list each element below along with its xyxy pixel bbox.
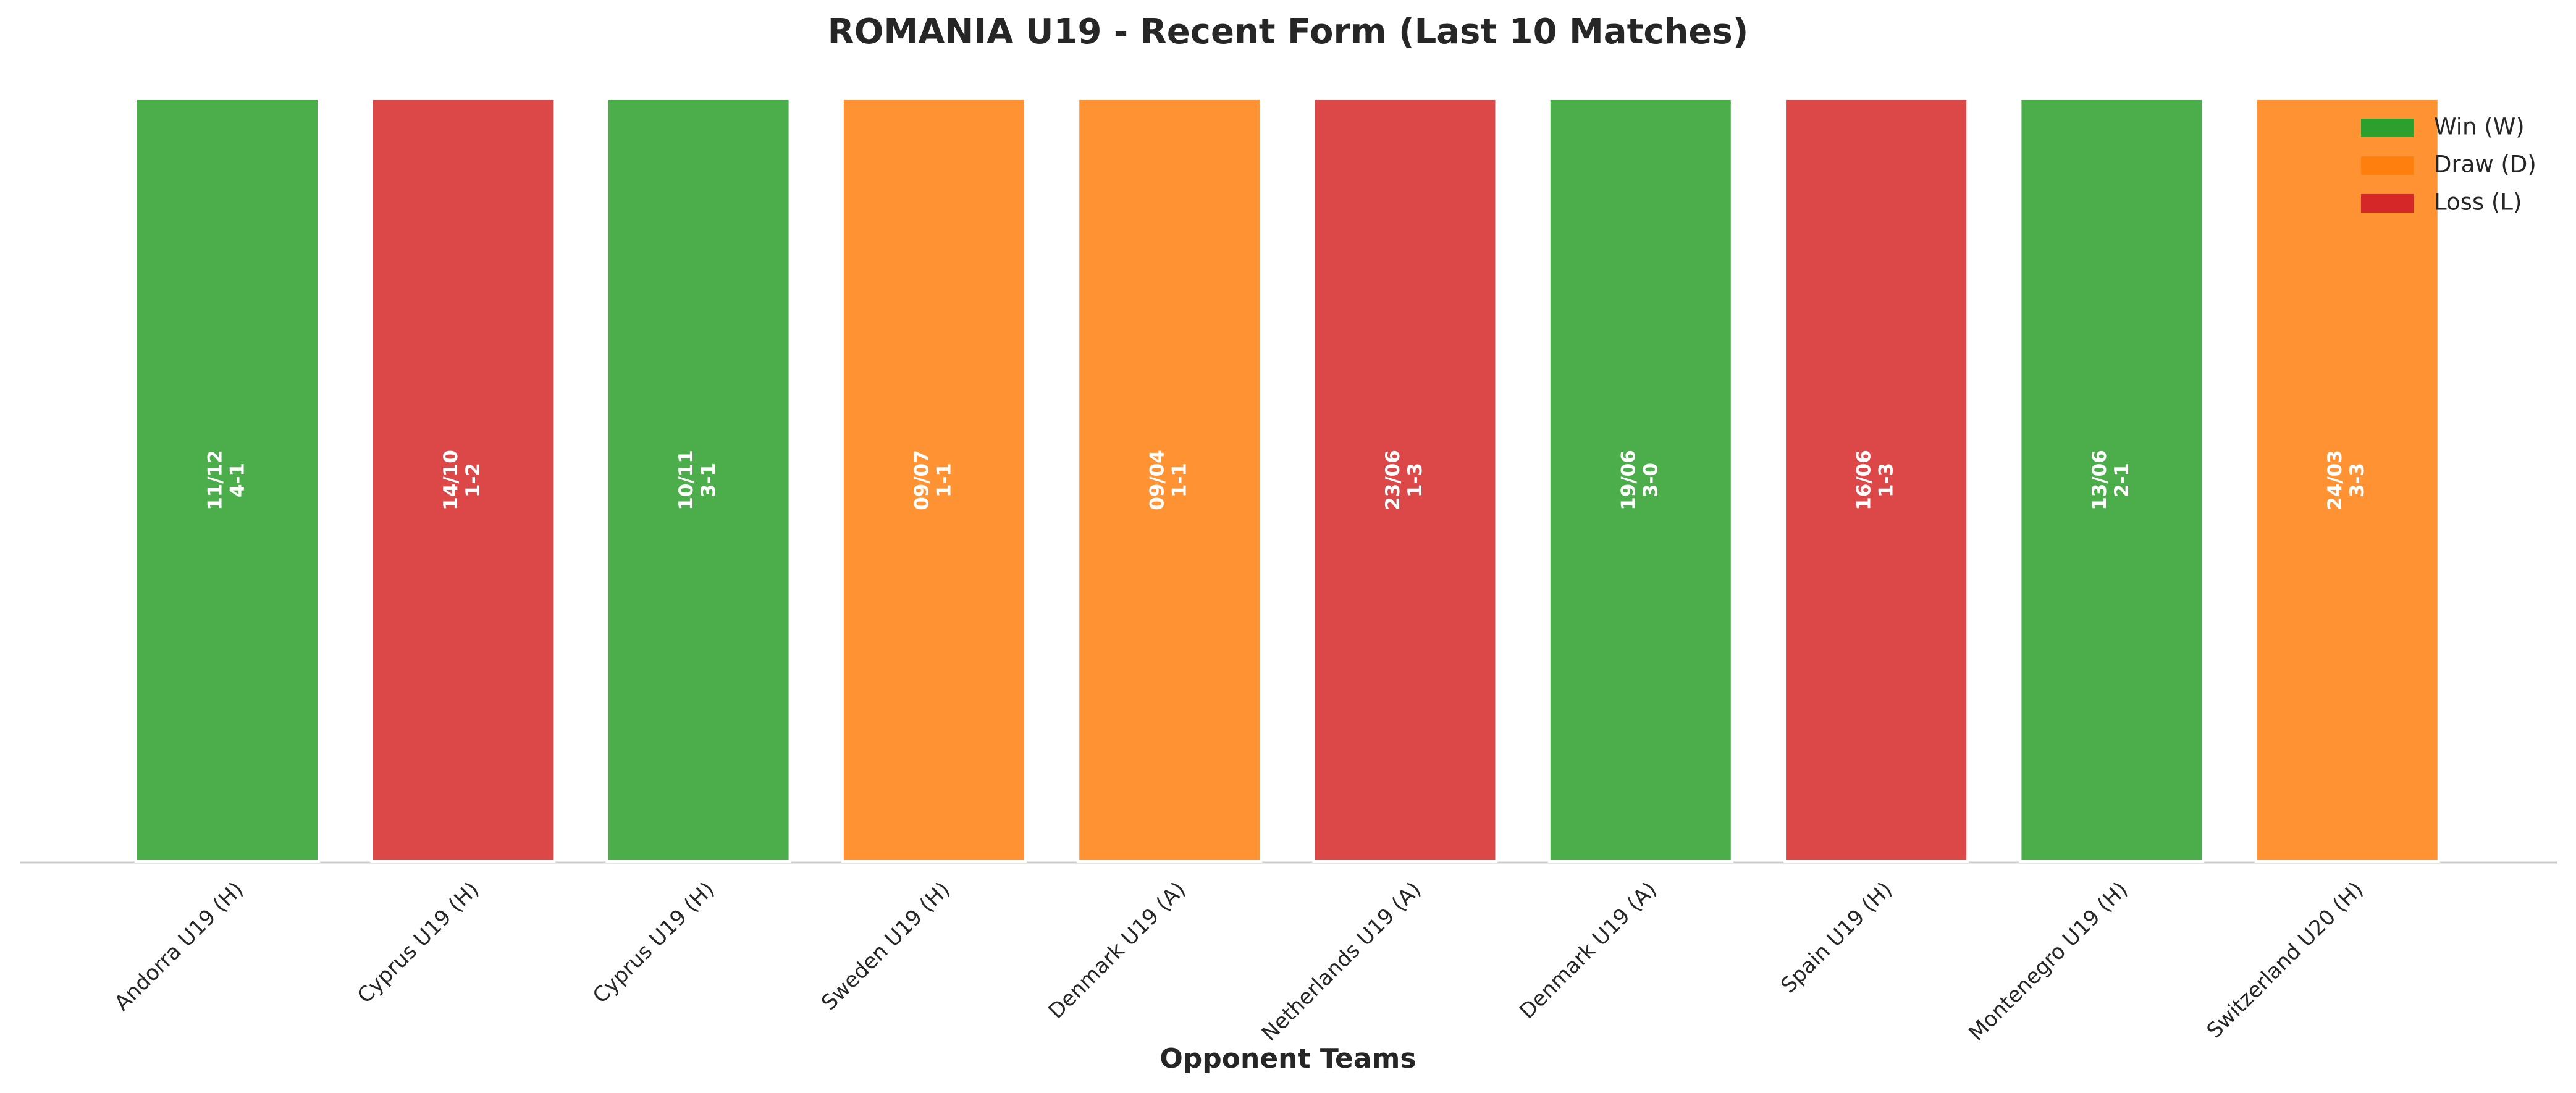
bar: [135, 98, 320, 863]
match-score: 3-3: [2346, 463, 2368, 497]
bar: [1783, 98, 1969, 863]
chart-title: ROMANIA U19 - Recent Form (Last 10 Match…: [828, 12, 1749, 52]
x-tick-label: Sweden U19 (H): [817, 877, 955, 1016]
x-tick-label: Cyprus U19 (H): [588, 877, 720, 1009]
match-date: 13/06: [2089, 450, 2111, 510]
bar-label: 09/04 1-1: [1147, 450, 1191, 510]
match-date: 16/06: [1853, 450, 1875, 510]
bar: [605, 98, 791, 863]
bar-label: 10/11 3-1: [675, 450, 720, 510]
bar-label: 24/03 3-3: [2324, 450, 2368, 510]
bar: [1077, 98, 1263, 863]
legend-swatch: [2361, 119, 2414, 137]
x-tick-label: Cyprus U19 (H): [353, 877, 484, 1009]
match-score: 2-1: [2111, 463, 2133, 497]
match-score: 1-1: [1169, 463, 1191, 497]
legend-label: Draw (D): [2434, 151, 2536, 178]
x-tick-label: Montenegro U19 (H): [1964, 877, 2132, 1046]
x-tick-label: Andorra U19 (H): [110, 877, 248, 1016]
legend-label: Loss (L): [2434, 189, 2522, 216]
legend-label: Win (W): [2434, 114, 2525, 140]
match-date: 11/12: [204, 450, 227, 510]
legend-swatch: [2361, 156, 2414, 175]
bar-label: 13/06 2-1: [2089, 450, 2133, 510]
match-score: 1-3: [1404, 463, 1426, 497]
bar-label: 23/06 1-3: [1382, 450, 1426, 510]
match-date: 09/04: [1147, 450, 1169, 510]
bar: [841, 98, 1027, 863]
match-score: 1-2: [462, 463, 484, 497]
match-score: 3-0: [1639, 463, 1662, 497]
bar-label: 19/06 3-0: [1617, 450, 1662, 510]
bar-label: 14/10 1-2: [440, 450, 484, 510]
x-axis-label: Opponent Teams: [1160, 1043, 1416, 1074]
x-tick-label: Spain U19 (H): [1776, 877, 1897, 998]
bar: [1547, 98, 1733, 863]
match-date: 23/06: [1382, 450, 1404, 510]
bar: [2019, 98, 2205, 863]
x-tick-label: Denmark U19 (A): [1044, 877, 1190, 1024]
match-score: 1-1: [933, 463, 955, 497]
match-score: 3-1: [697, 463, 720, 497]
bar: [370, 98, 556, 863]
bar: [1312, 98, 1498, 863]
x-tick-label: Denmark U19 (A): [1515, 877, 1661, 1024]
x-tick-label: Netherlands U19 (A): [1257, 877, 1426, 1047]
match-score: 4-1: [227, 463, 249, 497]
bar-label: 16/06 1-3: [1853, 450, 1898, 510]
bar-label: 09/07 1-1: [911, 450, 955, 510]
bar-label: 11/12 4-1: [204, 450, 249, 510]
match-date: 24/03: [2324, 450, 2346, 510]
x-tick-label: Switzerland U20 (H): [2202, 877, 2368, 1044]
bar: [2254, 98, 2440, 863]
legend-swatch: [2361, 194, 2414, 213]
match-date: 19/06: [1617, 450, 1639, 510]
match-date: 14/10: [440, 450, 462, 510]
match-date: 09/07: [911, 450, 933, 510]
match-score: 1-3: [1875, 463, 1898, 497]
match-date: 10/11: [675, 450, 697, 510]
